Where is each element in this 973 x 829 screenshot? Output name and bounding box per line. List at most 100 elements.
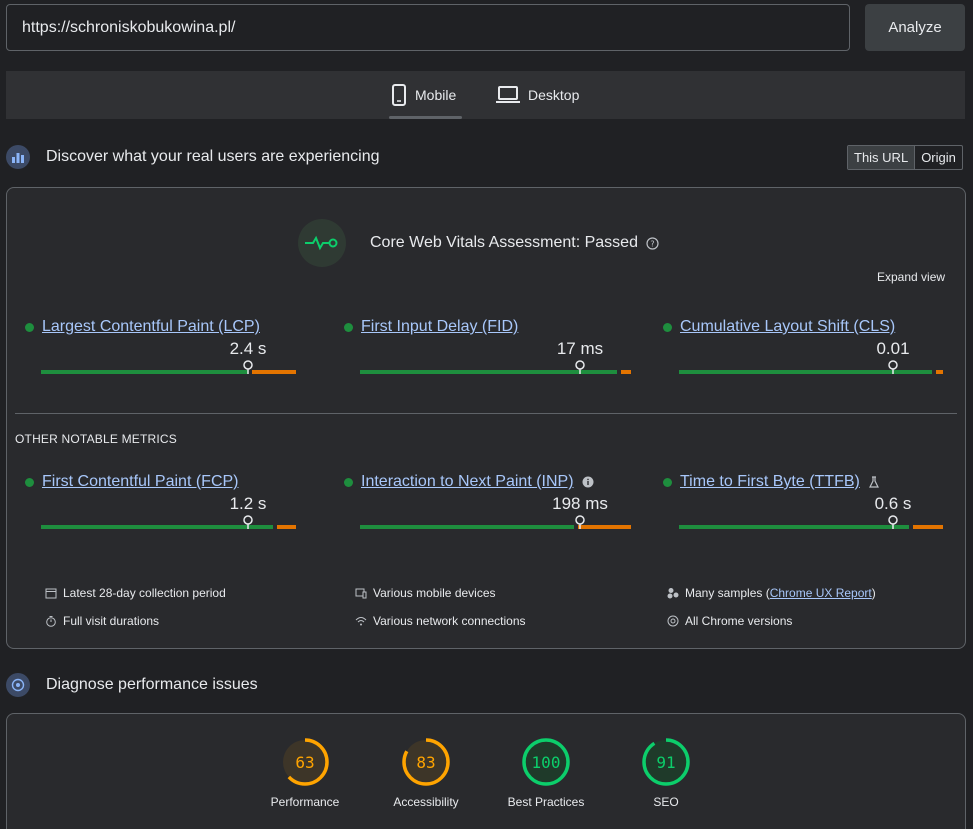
metric-name-link[interactable]: Largest Contentful Paint (LCP) <box>25 318 260 336</box>
metric-value: 0.6 s <box>874 494 912 513</box>
needs-improvement-segment <box>277 525 296 529</box>
lab-scores-card <box>6 713 966 829</box>
score-label: Performance <box>270 795 340 809</box>
status-dot <box>25 477 34 487</box>
score-value: 91 <box>656 753 675 772</box>
needs-improvement-segment <box>936 370 943 374</box>
score-ring: 91 <box>642 738 690 786</box>
tab-desktop-label: Desktop <box>528 87 580 103</box>
device-tabs: Mobile Desktop <box>6 71 965 119</box>
wifi-icon <box>355 617 367 626</box>
score-ring: 63 <box>281 738 329 786</box>
metric-value: 1.2 s <box>229 494 267 513</box>
meta-chrome: All Chrome versions <box>667 614 792 628</box>
good-segment <box>679 525 909 529</box>
metric-name-link[interactable]: First Input Delay (FID) <box>344 318 518 336</box>
meta-samples-prefix: Many samples ( <box>685 586 770 600</box>
meta-chrome-text: All Chrome versions <box>685 614 793 628</box>
metric-name: First Contentful Paint (FCP) <box>42 473 239 490</box>
score-gauge[interactable]: 83 Accessibility <box>366 737 486 809</box>
calendar-icon <box>45 588 57 599</box>
score-gauge[interactable]: 100 Best Practices <box>486 737 606 809</box>
chrome-ux-report-link[interactable]: Chrome UX Report <box>769 586 872 600</box>
status-dot <box>663 322 672 332</box>
needs-improvement-segment <box>578 525 631 529</box>
needs-improvement-segment <box>251 370 296 374</box>
diagnose-title: Diagnose performance issues <box>46 676 258 693</box>
status-dot <box>663 477 672 487</box>
metric-value: 2.4 s <box>229 339 267 358</box>
experimental-flask-icon <box>868 476 879 488</box>
score-value: 63 <box>295 753 314 772</box>
metric-name-link[interactable]: Interaction to Next Paint (INP) <box>344 473 594 491</box>
score-ring: 83 <box>402 738 450 786</box>
tab-mobile-label: Mobile <box>415 87 457 103</box>
real-users-header: Discover what your real users are experi… <box>6 142 966 172</box>
score-value: 83 <box>416 753 435 772</box>
metric-name: Interaction to Next Paint (INP) <box>361 473 574 490</box>
distribution-bar <box>41 525 296 529</box>
percentile-marker <box>575 515 585 529</box>
score-gauge[interactable]: 91 SEO <box>606 737 726 809</box>
origin-button[interactable]: Origin <box>914 146 962 169</box>
meta-network-text: Various network connections <box>373 614 526 628</box>
meta-samples: Many samples (Chrome UX Report) <box>667 586 876 600</box>
active-tab-indicator <box>389 116 462 119</box>
tab-mobile[interactable]: Mobile <box>389 71 462 119</box>
metric-name-link[interactable]: Time to First Byte (TTFB) <box>663 473 880 491</box>
meta-period: Latest 28-day collection period <box>45 586 226 600</box>
metric-name: Largest Contentful Paint (LCP) <box>42 318 260 335</box>
svg-text:?: ? <box>650 239 654 248</box>
distribution-bar <box>360 370 631 374</box>
good-segment <box>41 370 248 374</box>
good-segment <box>360 370 618 374</box>
analyze-button[interactable]: Analyze <box>865 4 965 51</box>
score-label: Accessibility <box>393 795 459 809</box>
metric-name: Cumulative Layout Shift (CLS) <box>680 318 896 335</box>
stopwatch-icon <box>46 616 56 627</box>
status-dot <box>344 477 353 487</box>
url-input[interactable] <box>6 4 850 51</box>
percentile-marker <box>888 515 898 529</box>
meta-devices-text: Various mobile devices <box>373 586 496 600</box>
needs-improvement-segment <box>912 525 943 529</box>
samples-icon <box>667 588 679 599</box>
expand-view-link[interactable]: Expand view <box>877 270 946 284</box>
field-data-card <box>6 187 966 649</box>
score-gauge[interactable]: 63 Performance <box>245 737 365 809</box>
score-value: 100 <box>532 753 561 772</box>
tab-desktop[interactable]: Desktop <box>496 71 579 119</box>
percentile-marker <box>243 515 253 529</box>
metric-name-link[interactable]: Cumulative Layout Shift (CLS) <box>663 318 895 336</box>
metric-value: 17 ms <box>556 339 604 358</box>
score-label: Best Practices <box>507 795 585 809</box>
cwv-assessment-text: Core Web Vitals Assessment: Passed <box>370 234 638 251</box>
users-chart-icon <box>6 145 30 169</box>
lighthouse-icon <box>6 673 30 697</box>
help-icon[interactable]: ? <box>646 236 659 250</box>
status-dot <box>344 322 353 332</box>
devices-icon <box>355 588 367 599</box>
cwv-assessment: Core Web Vitals Assessment: Passed ? <box>370 234 659 252</box>
info-icon[interactable] <box>582 476 594 488</box>
chrome-icon <box>667 615 679 627</box>
phone-icon <box>392 84 406 106</box>
other-metrics-title: OTHER NOTABLE METRICS <box>15 432 177 446</box>
good-segment <box>360 525 575 529</box>
status-dot <box>25 322 34 332</box>
percentile-marker <box>575 360 585 374</box>
url-origin-toggle: This URL Origin <box>847 145 963 170</box>
score-label: SEO <box>653 795 679 809</box>
good-segment <box>679 370 933 374</box>
meta-devices: Various mobile devices <box>355 586 496 600</box>
metric-name-link[interactable]: First Contentful Paint (FCP) <box>25 473 239 491</box>
pulse-icon <box>298 219 346 267</box>
diagnose-header: Diagnose performance issues <box>6 670 966 700</box>
distribution-bar <box>360 525 631 529</box>
distribution-bar <box>679 370 943 374</box>
this-url-button[interactable]: This URL <box>848 146 915 169</box>
metric-name: First Input Delay (FID) <box>361 318 519 335</box>
score-ring: 100 <box>522 738 570 786</box>
divider <box>15 413 957 414</box>
needs-improvement-segment <box>621 370 631 374</box>
